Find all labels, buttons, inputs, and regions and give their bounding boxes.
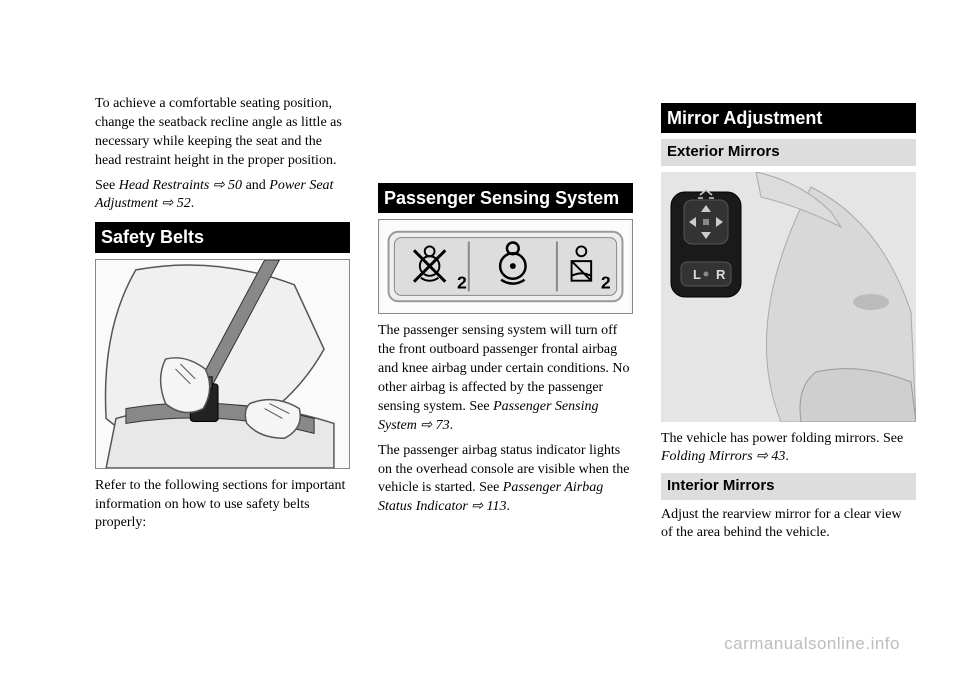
exterior-mirrors-paragraph: The vehicle has power folding mirrors. S… <box>661 430 916 468</box>
mirror-adjustment-heading: Mirror Adjustment <box>661 103 916 133</box>
see-and: and <box>242 178 269 193</box>
ext-para-ref: Folding Mirrors ⇨ 43 <box>661 449 785 464</box>
safety-belts-heading: Safety Belts <box>95 222 350 252</box>
interior-mirrors-paragraph: Adjust the rearview mirror for a clear v… <box>661 506 916 544</box>
svg-text:2: 2 <box>601 273 611 293</box>
seating-position-paragraph: To achieve a comfortable seating positio… <box>95 95 350 171</box>
interior-mirrors-subhead: Interior Mirrors <box>661 473 916 499</box>
head-restraints-ref: Head Restraints ⇨ 50 <box>119 178 242 193</box>
svg-text:R: R <box>716 267 726 282</box>
page-container: To achieve a comfortable seating positio… <box>0 0 960 579</box>
pss-paragraph-1: The passenger sensing system will turn o… <box>378 322 633 435</box>
see-references: See Head Restraints ⇨ 50 and Power Seat … <box>95 177 350 215</box>
see-prefix: See <box>95 178 119 193</box>
pss-para1-end: . <box>450 418 454 433</box>
passenger-sensing-figure: 2 2 <box>378 219 633 314</box>
svg-text:2: 2 <box>457 273 467 293</box>
ext-para-end: . <box>785 449 789 464</box>
seatbelt-figure <box>95 259 350 469</box>
mirror-control-illustration: L R <box>661 172 916 422</box>
see-period: . <box>191 196 195 211</box>
pss-paragraph-2: The passenger airbag status indicator li… <box>378 442 633 518</box>
safety-belts-paragraph: Refer to the following sections for impo… <box>95 477 350 534</box>
passenger-sensing-illustration: 2 2 <box>379 220 632 313</box>
svg-text:L: L <box>693 267 701 282</box>
mirror-control-figure: L R <box>661 172 916 422</box>
pss-para2-end: . <box>507 499 511 514</box>
ext-para-text: The vehicle has power folding mirrors. S… <box>661 431 903 446</box>
exterior-mirrors-subhead: Exterior Mirrors <box>661 139 916 165</box>
column-1: To achieve a comfortable seating positio… <box>95 95 350 549</box>
column-3: Mirror Adjustment Exterior Mirrors <box>661 95 916 549</box>
column-2: Passenger Sensing System 2 <box>378 95 633 549</box>
seatbelt-illustration <box>96 260 349 468</box>
passenger-sensing-heading: Passenger Sensing System <box>378 183 633 213</box>
watermark-text: carmanualsonline.info <box>724 633 900 656</box>
